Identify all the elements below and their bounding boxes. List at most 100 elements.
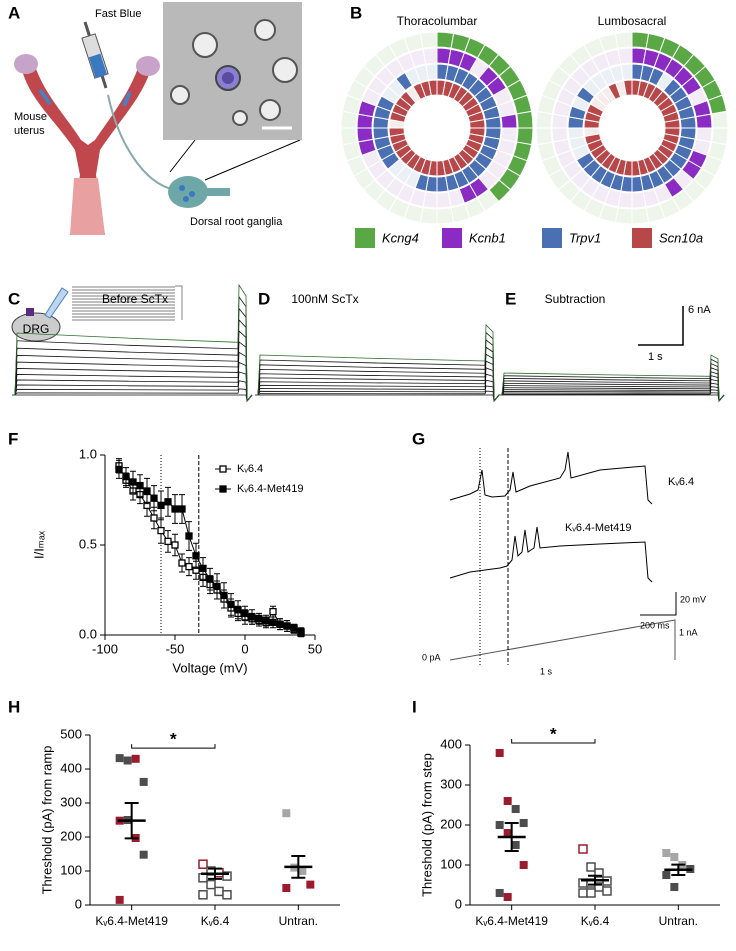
data-point bbox=[290, 624, 298, 632]
wheel-cell bbox=[419, 31, 438, 49]
current-trace bbox=[499, 382, 725, 403]
current-trace bbox=[499, 386, 725, 403]
y-axis-label: Threshold (pA) from ramp bbox=[39, 746, 54, 895]
uterus-label: uterus bbox=[14, 125, 45, 137]
data-point bbox=[143, 487, 151, 495]
wheel-cell bbox=[623, 79, 633, 97]
data-point bbox=[171, 541, 179, 549]
panel-label: E bbox=[505, 289, 516, 308]
legend-marker bbox=[219, 465, 227, 473]
legend-marker bbox=[219, 485, 227, 493]
data-point bbox=[157, 501, 165, 510]
sem-bar bbox=[124, 802, 139, 840]
data-point bbox=[241, 609, 249, 618]
wheel-cell bbox=[436, 191, 452, 209]
voltage-traces bbox=[449, 448, 677, 665]
legend-label: Kcng4 bbox=[382, 230, 419, 245]
current-trace bbox=[255, 390, 500, 402]
sem-bar bbox=[671, 863, 686, 876]
data-point bbox=[586, 862, 596, 872]
data-point bbox=[150, 494, 158, 502]
trace-label: Kᵥ6.4 bbox=[668, 476, 694, 488]
x-tick-label: Kᵥ6.4 bbox=[201, 914, 230, 928]
current-trace bbox=[12, 371, 253, 403]
current-trace bbox=[255, 346, 500, 403]
voltage-steps bbox=[72, 285, 183, 321]
data-point bbox=[123, 756, 132, 765]
scale-label: 1 nA bbox=[679, 627, 698, 637]
scale-label: 200 ms bbox=[640, 620, 670, 630]
data-point bbox=[503, 829, 512, 837]
x-tick-label: Kᵥ6.4 bbox=[581, 914, 610, 928]
data-point bbox=[185, 562, 193, 571]
legend-swatch bbox=[355, 228, 375, 248]
data-point bbox=[282, 809, 291, 818]
wheel-cell bbox=[631, 191, 647, 209]
data-point bbox=[519, 861, 528, 869]
uterus-illustration bbox=[14, 21, 301, 235]
wheel-title: Lumbosacral bbox=[598, 14, 667, 28]
current-trace bbox=[12, 394, 253, 402]
wheel-cell bbox=[551, 127, 569, 143]
current-trace bbox=[499, 394, 725, 402]
significance-bracket bbox=[131, 744, 216, 749]
data-point bbox=[198, 890, 208, 900]
current-trace bbox=[255, 385, 500, 403]
scale-label: 1 s bbox=[648, 351, 663, 363]
legend-label: Kcnb1 bbox=[469, 230, 506, 245]
data-point bbox=[192, 552, 200, 560]
data-point bbox=[178, 505, 186, 513]
y-tick-label: 400 bbox=[440, 736, 462, 751]
data-point bbox=[131, 754, 140, 763]
data-point bbox=[222, 890, 232, 900]
data-point bbox=[115, 465, 123, 474]
data-point bbox=[199, 564, 207, 573]
data-point bbox=[298, 867, 307, 875]
panel-label: A bbox=[8, 3, 20, 22]
y-tick-label: 0 bbox=[455, 896, 462, 911]
legend-label: Trpv1 bbox=[569, 230, 601, 245]
data-point bbox=[198, 859, 208, 869]
micrograph bbox=[163, 2, 302, 140]
wheel-cell bbox=[631, 207, 650, 225]
wheel-cell bbox=[614, 31, 633, 49]
data-point bbox=[670, 853, 679, 861]
data-point bbox=[255, 615, 263, 623]
data-point bbox=[670, 883, 679, 891]
y-tick-label: 400 bbox=[60, 760, 82, 775]
data-point bbox=[269, 607, 277, 616]
drg-icon bbox=[11, 287, 69, 342]
current-trace bbox=[255, 379, 500, 403]
wheel-cell bbox=[500, 113, 518, 129]
significance-label: * bbox=[550, 724, 557, 743]
sem-bar bbox=[588, 874, 602, 886]
current-trace bbox=[255, 373, 500, 403]
current-trace bbox=[12, 283, 253, 403]
legend-swatch bbox=[542, 228, 562, 248]
data-point bbox=[276, 620, 284, 628]
data-point bbox=[519, 819, 528, 827]
data-point bbox=[198, 873, 208, 883]
panel-label: D bbox=[258, 289, 270, 308]
data-point bbox=[586, 888, 596, 898]
data-point bbox=[206, 575, 214, 583]
scale-label: 1 s bbox=[540, 666, 553, 676]
panel-label: G bbox=[412, 429, 425, 448]
wheel-cell bbox=[422, 47, 438, 65]
wheel-cell bbox=[711, 110, 729, 129]
sem-bar bbox=[291, 855, 306, 879]
wheel-cell bbox=[617, 47, 633, 65]
scale-label: 6 nA bbox=[688, 304, 711, 316]
data-point bbox=[269, 618, 277, 627]
data-point bbox=[206, 879, 216, 890]
data-point bbox=[227, 600, 235, 609]
data-point bbox=[157, 526, 165, 535]
data-point bbox=[662, 871, 671, 879]
data-point bbox=[578, 844, 588, 854]
sem-bar bbox=[504, 822, 519, 852]
data-point bbox=[214, 886, 224, 897]
wheel-cell bbox=[428, 79, 438, 97]
y-axis-label: Threshold (pA) from step bbox=[419, 753, 434, 897]
legend-label: Kᵥ6.4-Met419 bbox=[237, 483, 304, 495]
